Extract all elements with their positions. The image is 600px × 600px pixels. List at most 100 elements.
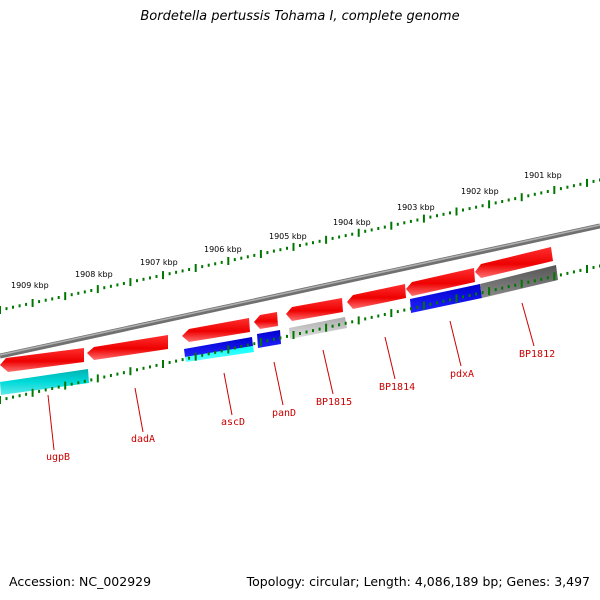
ruler-major-tick [194, 264, 197, 272]
cds-arrow[interactable] [254, 312, 278, 329]
ruler-minor-tick [175, 270, 178, 274]
ruler-minor-tick [449, 298, 451, 302]
ruler-minor-tick [475, 292, 478, 296]
ruler-minor-tick [142, 277, 145, 281]
teal-feature[interactable] [0, 369, 89, 395]
gene-label-BP1812[interactable]: BP1812 [519, 349, 555, 360]
ruler-major-tick [0, 396, 1, 404]
ruler-minor-tick [253, 342, 256, 346]
cds-arrow[interactable] [475, 247, 553, 278]
ruler-minor-tick [155, 363, 158, 367]
map-title: Bordetella pertussis Tohama I, complete … [140, 9, 460, 24]
ruler-minor-tick [481, 291, 484, 294]
cds-arrow[interactable] [0, 348, 84, 372]
ruler-label-1903: 1903 kbp [397, 203, 435, 212]
ruler-minor-tick [77, 291, 80, 295]
ruler-major-tick [64, 381, 67, 390]
ruler-major-tick [520, 193, 523, 202]
ruler-major-tick [488, 287, 491, 296]
gene-label-BP1814[interactable]: BP1814 [379, 382, 415, 393]
ruler-minor-tick [51, 387, 54, 390]
forward-cds-track [0, 247, 553, 372]
ruler-minor-tick [592, 179, 595, 183]
blue-feature[interactable] [184, 337, 253, 357]
ruler-minor-tick [181, 358, 184, 362]
inner-ruler [0, 264, 600, 404]
gene-leaders [47, 302, 535, 451]
ruler-major-tick [390, 309, 393, 318]
blue-feature[interactable] [410, 284, 482, 313]
ruler-minor-tick [462, 295, 464, 299]
ruler-minor-tick [370, 315, 373, 319]
ruler-major-tick [586, 178, 588, 187]
ruler-minor-tick [188, 356, 191, 360]
ruler-minor-tick [370, 228, 373, 232]
ruler-minor-tick [246, 255, 249, 259]
ruler-major-tick [292, 331, 295, 339]
ruler-minor-tick [540, 277, 543, 281]
ruler-label-1908: 1908 kbp [75, 270, 113, 279]
ruler-minor-tick [475, 205, 478, 209]
ruler-minor-tick [312, 329, 314, 333]
ruler-minor-tick [214, 350, 217, 354]
ruler-minor-tick [109, 284, 112, 288]
ruler-minor-tick [5, 307, 8, 311]
ruler-minor-tick [272, 337, 275, 341]
ruler-minor-tick [18, 304, 21, 308]
ruler-major-tick [455, 294, 458, 303]
ruler-minor-tick [240, 256, 243, 260]
ruler-minor-tick [116, 372, 119, 376]
ruler-minor-tick [57, 385, 60, 389]
ruler-minor-tick [462, 208, 464, 212]
ruler-major-tick [162, 360, 164, 368]
gene-label-ugpB[interactable]: ugpB [46, 452, 70, 463]
ruler-minor-tick [364, 229, 367, 233]
blue-feature[interactable] [257, 330, 281, 348]
cds-arrow[interactable] [406, 268, 475, 296]
ruler-minor-tick [233, 346, 236, 350]
ruler-major-tick [357, 228, 360, 237]
ruler-minor-tick [449, 211, 451, 215]
cds-arrow[interactable] [286, 298, 343, 321]
cyan-feature[interactable] [185, 346, 254, 362]
ruler-minor-tick [220, 349, 223, 353]
ruler-minor-tick [83, 290, 86, 294]
ruler-minor-tick [12, 305, 14, 309]
ruler-minor-tick [155, 275, 158, 278]
ruler-minor-tick [149, 365, 151, 369]
ruler-minor-tick [494, 201, 497, 205]
gene-label-BP1815[interactable]: BP1815 [316, 397, 352, 408]
cds-arrow[interactable] [87, 335, 168, 360]
ruler-minor-tick [253, 253, 256, 257]
gene-label-dadA[interactable]: dadA [131, 434, 155, 445]
ruler-minor-tick [57, 296, 60, 299]
ruler-minor-tick [507, 285, 510, 289]
ruler-minor-tick [142, 366, 145, 370]
gene-label-panD[interactable]: panD [272, 408, 296, 419]
ruler-minor-tick [279, 336, 282, 340]
ruler-minor-tick [364, 317, 367, 321]
gene-label-pdxA[interactable]: pdxA [450, 369, 474, 380]
genome-stats-text: Topology: circular; Length: 4,086,189 bp… [246, 574, 590, 589]
ruler-minor-tick [409, 307, 412, 311]
gray-feature[interactable] [480, 265, 558, 298]
ruler-minor-tick [201, 265, 204, 269]
ruler-label-1906: 1906 kbp [204, 245, 242, 254]
ruler-minor-tick [527, 194, 530, 198]
ruler-minor-tick [338, 323, 341, 327]
leader-line [134, 387, 144, 433]
ruler-major-tick [129, 278, 132, 287]
light-gray-feature[interactable] [289, 317, 347, 339]
ruler-major-tick [259, 338, 262, 347]
ruler-minor-tick [351, 320, 354, 324]
cds-arrow[interactable] [347, 284, 406, 309]
leader-line [273, 361, 284, 406]
ruler-minor-tick [122, 371, 125, 375]
ruler-minor-tick [266, 339, 269, 343]
ruler-minor-tick [318, 327, 321, 331]
ruler-minor-tick [220, 260, 223, 264]
cds-arrow[interactable] [182, 318, 250, 342]
ruler-minor-tick [240, 345, 243, 349]
ruler-major-tick [0, 306, 1, 314]
gene-label-ascD[interactable]: ascD [221, 417, 245, 428]
